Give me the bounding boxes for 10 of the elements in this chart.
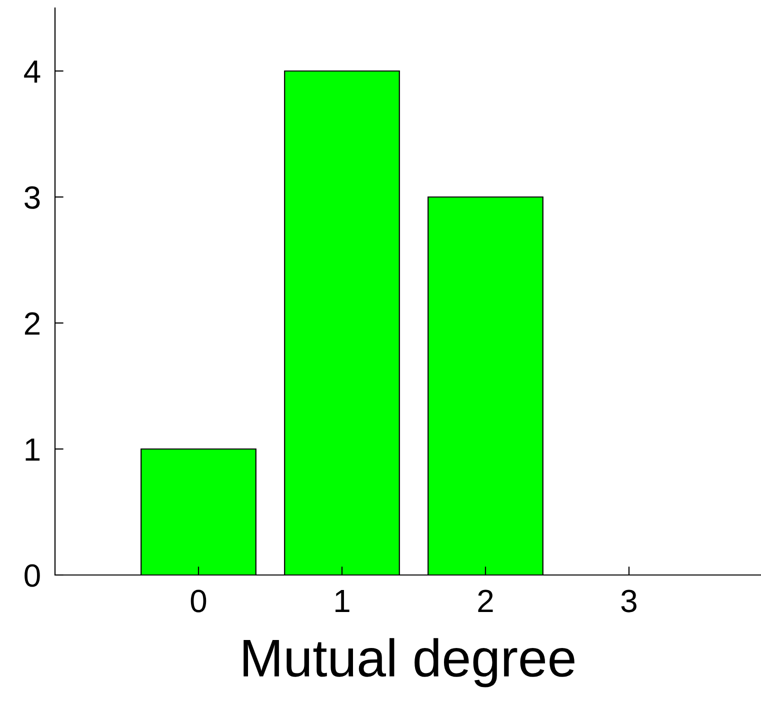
y-tick-label: 4 xyxy=(24,60,40,83)
x-tick-label: 2 xyxy=(478,590,493,612)
y-tick-label: 2 xyxy=(24,312,40,335)
y-tick-label: 3 xyxy=(24,186,40,209)
x-tick-label: 3 xyxy=(621,590,636,612)
x-tick-label: 1 xyxy=(336,590,350,612)
x-axis-title: Mutual degree xyxy=(244,638,574,688)
x-tick-label: 0 xyxy=(190,590,206,612)
y-tick-label: 0 xyxy=(24,564,40,587)
y-tick-label: 1 xyxy=(26,438,40,461)
